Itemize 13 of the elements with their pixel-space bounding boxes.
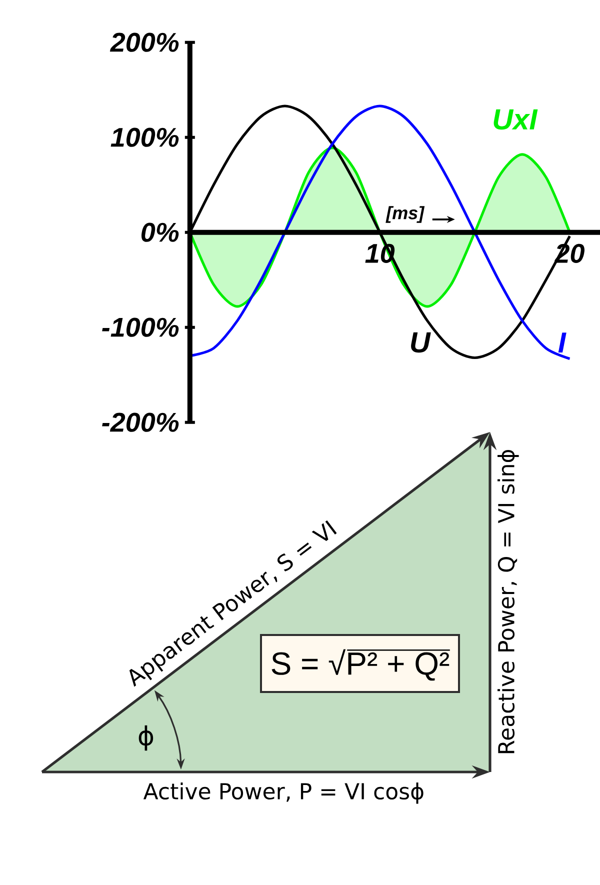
y-tick-label: -100% bbox=[102, 318, 179, 337]
y-tick-label: 100% bbox=[110, 128, 179, 147]
series-label: UxI bbox=[494, 109, 538, 130]
y-tick-label: -200% bbox=[102, 412, 179, 432]
text: ϕ bbox=[138, 725, 154, 751]
series-label: I bbox=[558, 332, 566, 353]
y-tick-label: 200% bbox=[110, 32, 179, 52]
text: Reactive Power, Q = VI sinϕ bbox=[498, 450, 519, 754]
x-axis-title: [ms] bbox=[386, 206, 425, 223]
series-label: U bbox=[411, 332, 431, 353]
text: Active Power, P = VI cosϕ bbox=[143, 782, 424, 804]
text: S = √P² + Q² bbox=[272, 649, 450, 681]
y-tick-label: 0% bbox=[141, 222, 179, 242]
